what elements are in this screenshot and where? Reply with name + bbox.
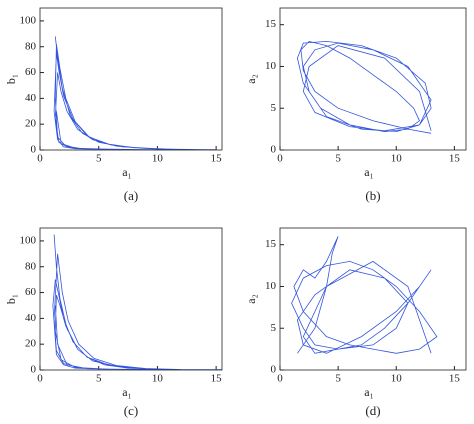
y-axis-label: a₂: [244, 74, 258, 84]
y-tick-label: 20: [25, 338, 37, 350]
x-axis-label: a₁: [122, 385, 132, 399]
x-axis-label: a₁: [364, 165, 374, 179]
trajectory: [53, 36, 217, 150]
caption: (b): [365, 188, 380, 203]
axes-frame: [279, 227, 467, 371]
x-tick-label: 0: [277, 153, 283, 165]
y-tick-label: 80: [25, 40, 37, 52]
caption: (d): [365, 403, 380, 418]
y-tick-label: 40: [25, 92, 37, 104]
x-tick-label: 0: [277, 373, 283, 385]
x-tick-label: 10: [391, 153, 403, 165]
x-axis-label: a₁: [364, 385, 374, 399]
y-tick-label: 100: [20, 234, 37, 246]
y-tick-label: 40: [25, 312, 37, 324]
x-tick-label: 10: [152, 373, 164, 385]
y-tick-label: 5: [271, 322, 277, 334]
y-tick-label: 10: [265, 60, 277, 72]
axes-frame: [39, 227, 223, 371]
x-tick-label: 5: [96, 153, 102, 165]
y-tick-label: 0: [31, 144, 37, 156]
y-tick-label: 0: [271, 364, 277, 376]
y-axis-label: b₁: [4, 294, 18, 304]
axes-frame: [279, 7, 467, 151]
y-tick-label: 0: [271, 144, 277, 156]
y-tick-label: 80: [25, 260, 37, 272]
y-tick-label: 20: [25, 118, 37, 130]
x-tick-label: 5: [96, 373, 102, 385]
y-tick-label: 5: [271, 102, 277, 114]
x-tick-label: 0: [37, 373, 43, 385]
x-tick-label: 15: [211, 373, 223, 385]
y-axis-label: a₂: [244, 294, 258, 304]
caption: (a): [124, 188, 138, 203]
trajectory: [291, 236, 438, 354]
y-tick-label: 60: [25, 66, 37, 78]
caption: (c): [124, 403, 138, 418]
y-tick-label: 60: [25, 286, 37, 298]
x-tick-label: 15: [449, 153, 461, 165]
trajectory: [296, 40, 432, 134]
x-tick-label: 5: [335, 373, 341, 385]
trajectory: [52, 234, 222, 370]
x-tick-label: 10: [152, 153, 164, 165]
x-tick-label: 15: [449, 373, 461, 385]
x-tick-label: 5: [335, 153, 341, 165]
y-tick-label: 15: [265, 18, 277, 30]
axes-frame: [39, 7, 223, 151]
x-tick-label: 0: [37, 153, 43, 165]
y-axis-label: b₁: [4, 74, 18, 84]
y-tick-label: 15: [265, 238, 277, 250]
y-tick-label: 10: [265, 280, 277, 292]
x-tick-label: 10: [391, 373, 403, 385]
y-tick-label: 0: [31, 364, 37, 376]
y-tick-label: 100: [20, 14, 37, 26]
x-axis-label: a₁: [122, 165, 132, 179]
x-tick-label: 15: [211, 153, 223, 165]
